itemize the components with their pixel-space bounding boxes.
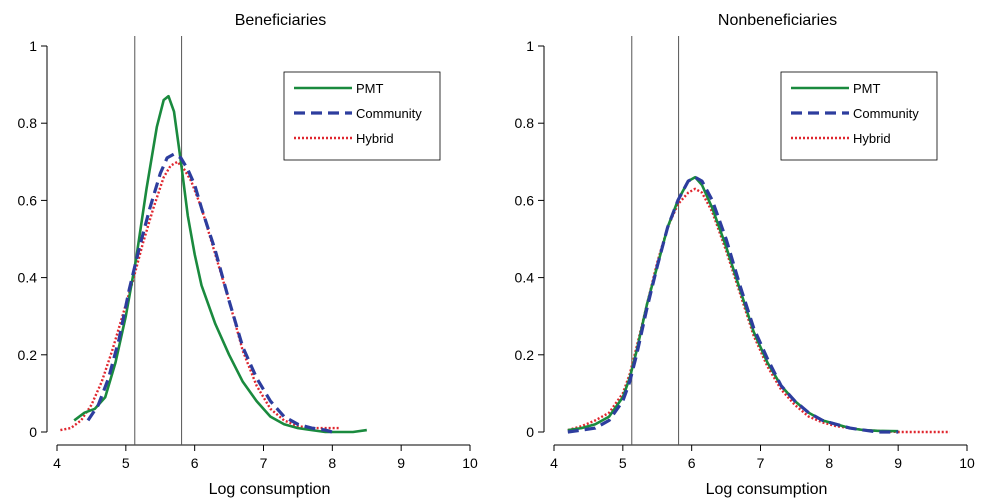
y-tick-label: 0.8 [515, 115, 535, 131]
legend-box [283, 71, 441, 161]
legend: PMT Community Hybrid [283, 71, 441, 161]
x-tick-label: 10 [959, 455, 975, 471]
panel-2: Nonbeneficiaries 0 0.2 0.4 0.6 0.8 1 4 5 6 7 8 9 10 Lo… [515, 12, 975, 498]
y-tick-label: 0.8 [18, 115, 38, 131]
x-tick-label: 5 [122, 455, 130, 471]
legend: PMT Community Hybrid [780, 71, 938, 161]
y-tick-label: 0.2 [18, 347, 38, 363]
y-tick-label: 0.6 [18, 192, 38, 208]
x-tick-label: 7 [757, 455, 765, 471]
y-tick-label: 1 [29, 38, 37, 54]
panel-title: Beneficiaries [235, 12, 327, 29]
y-tick-label: 0 [29, 424, 37, 440]
y-tick-label: 0.2 [515, 347, 535, 363]
x-tick-label: 4 [53, 455, 61, 471]
x-tick-label: 8 [328, 455, 336, 471]
x-tick-label: 10 [462, 455, 478, 471]
x-tick-label: 6 [688, 455, 696, 471]
legend-label: Hybrid [853, 131, 891, 146]
x-tick-label: 9 [397, 455, 405, 471]
series-line-hybrid [60, 160, 340, 432]
y-tick-label: 1 [526, 38, 534, 54]
y-tick-label: 0.4 [515, 270, 535, 286]
series-line-pmt [567, 175, 899, 433]
legend-label: PMT [356, 81, 384, 96]
panel-title: Nonbeneficiaries [718, 12, 837, 29]
y-tick-label: 0.6 [515, 192, 535, 208]
x-axis-label: Log consumption [706, 481, 828, 498]
x-axis-label: Log consumption [209, 481, 331, 498]
y-tick-label: 0.4 [18, 270, 38, 286]
legend-label: Community [356, 106, 422, 121]
x-tick-label: 9 [894, 455, 902, 471]
x-tick-label: 4 [550, 455, 558, 471]
legend-box [780, 71, 938, 161]
x-tick-label: 5 [619, 455, 627, 471]
x-tick-label: 7 [260, 455, 268, 471]
panel-1: Beneficiaries 0 0.2 0.4 0.6 0.8 1 4 5 6 7 8 9 10 Log c… [18, 12, 478, 498]
series-line-community [86, 152, 333, 434]
legend-label: PMT [853, 81, 881, 96]
y-tick-label: 0 [526, 424, 534, 440]
legend-label: Hybrid [356, 131, 394, 146]
series-line-community [567, 175, 899, 434]
legend-label: Community [853, 106, 919, 121]
x-tick-label: 6 [191, 455, 199, 471]
x-tick-label: 8 [825, 455, 833, 471]
series-line-pmt [73, 94, 367, 434]
